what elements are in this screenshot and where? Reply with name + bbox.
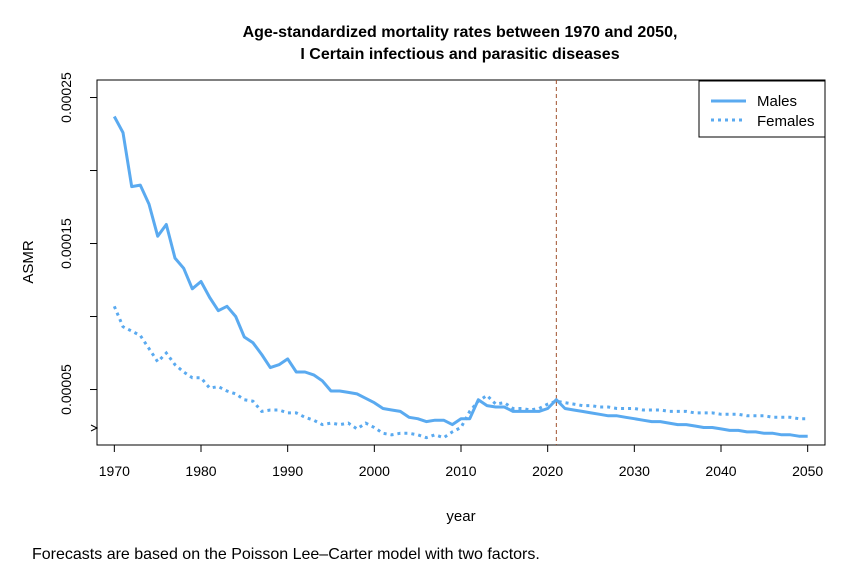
x-tick-label: 2030	[619, 463, 650, 479]
chart-title-line-2: I Certain infectious and parasitic disea…	[300, 46, 619, 63]
axis-break-mark	[90, 424, 99, 432]
y-tick-label: 0.00005	[58, 364, 74, 415]
x-tick-label: 2000	[359, 463, 390, 479]
x-tick-label: 1980	[185, 463, 216, 479]
y-axis: 0.00005 0.00015 0.00025	[58, 72, 98, 415]
legend-label-males: Males	[757, 93, 797, 110]
x-axis-label: year	[446, 508, 475, 525]
x-tick-label: 2020	[532, 463, 563, 479]
series-males-line	[112, 115, 808, 438]
legend: Males Females	[698, 80, 826, 138]
series-females-line	[112, 305, 808, 440]
footnote: Forecasts are based on the Poisson Lee–C…	[32, 546, 540, 563]
y-axis-label: ASMR	[20, 240, 37, 284]
chart-title-line-1: Age-standardized mortality rates between…	[243, 24, 678, 41]
mortality-chart: Age-standardized mortality rates between…	[20, 24, 826, 525]
y-tick-label: 0.00015	[58, 218, 74, 269]
x-tick-label: 1990	[272, 463, 303, 479]
legend-box	[698, 80, 826, 138]
x-tick-label: 1970	[99, 463, 130, 479]
x-tick-label: 2040	[705, 463, 736, 479]
x-axis: 1970 1980 1990 2000 2010 2020 2030 2040 2050	[99, 444, 823, 479]
x-tick-label: 2050	[792, 463, 823, 479]
y-tick-label: 0.00025	[58, 72, 74, 123]
x-tick-label: 2010	[445, 463, 476, 479]
legend-label-females: Females	[757, 113, 815, 130]
